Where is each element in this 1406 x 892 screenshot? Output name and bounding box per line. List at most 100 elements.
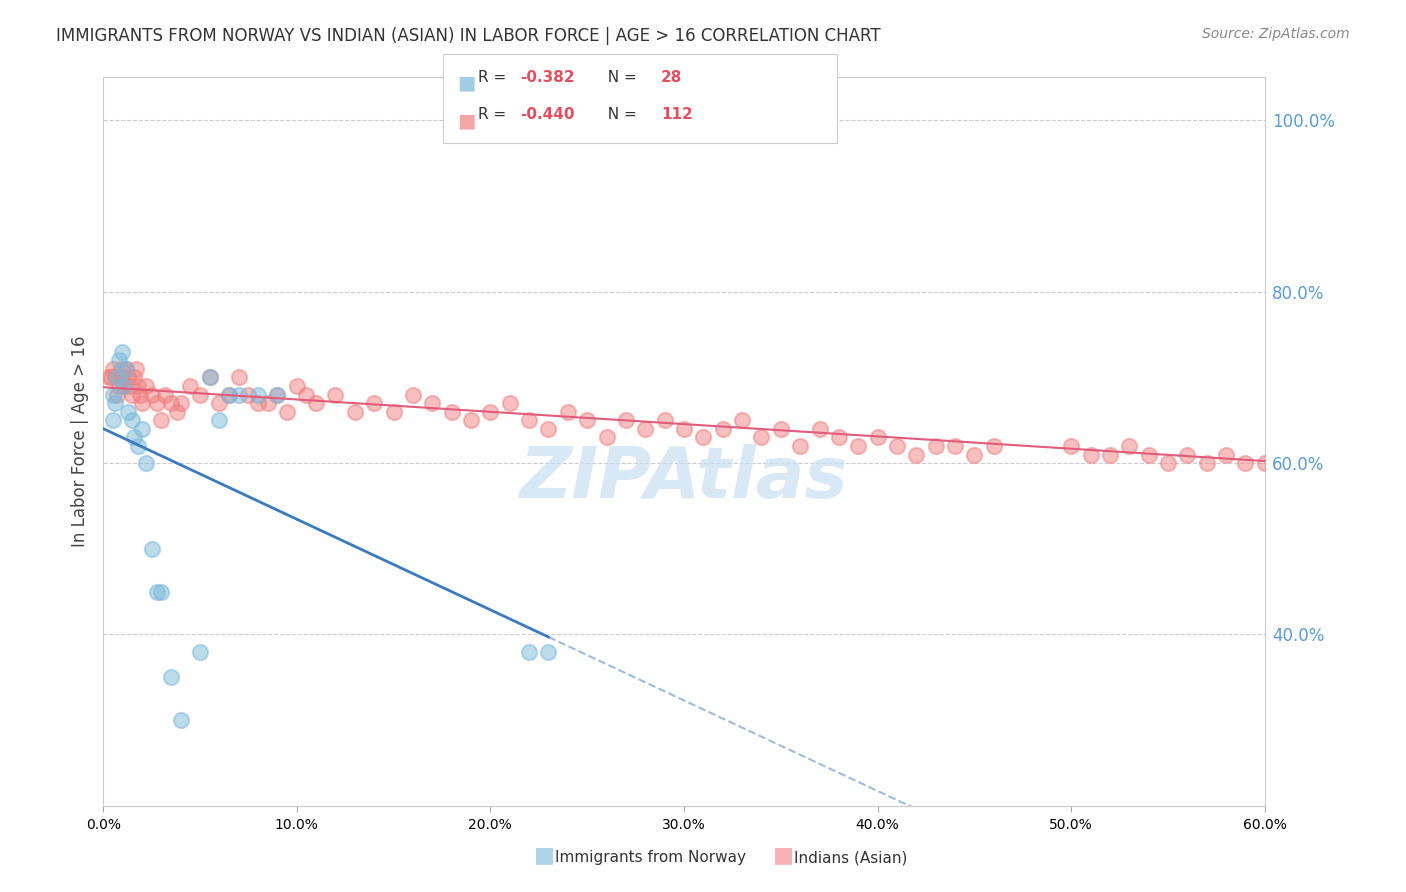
Text: N =: N = xyxy=(598,107,641,122)
Point xyxy=(120,379,142,393)
Point xyxy=(169,713,191,727)
Point xyxy=(228,387,250,401)
Point xyxy=(115,361,138,376)
Point xyxy=(117,370,139,384)
Text: N =: N = xyxy=(598,70,641,85)
Point xyxy=(198,370,221,384)
Point xyxy=(97,370,120,384)
Point xyxy=(1350,465,1372,479)
Point xyxy=(886,439,908,453)
Point xyxy=(266,387,288,401)
Point xyxy=(325,387,347,401)
Point xyxy=(1060,439,1083,453)
Point xyxy=(131,396,153,410)
Point xyxy=(1234,456,1257,470)
Point xyxy=(614,413,637,427)
Text: ■: ■ xyxy=(457,73,475,92)
Point xyxy=(228,370,250,384)
Point xyxy=(125,361,148,376)
Point xyxy=(218,387,240,401)
Point xyxy=(107,379,129,393)
Point xyxy=(100,370,122,384)
Point xyxy=(382,405,405,419)
Point xyxy=(576,413,599,427)
Point xyxy=(104,370,127,384)
Point xyxy=(188,387,211,401)
Text: 28: 28 xyxy=(661,70,682,85)
Point xyxy=(122,370,145,384)
Point xyxy=(1254,456,1277,470)
Text: Source: ZipAtlas.com: Source: ZipAtlas.com xyxy=(1202,27,1350,41)
Point xyxy=(731,413,754,427)
Point xyxy=(101,413,124,427)
Point xyxy=(247,396,270,410)
Point xyxy=(150,413,173,427)
Text: Indians (Asian): Indians (Asian) xyxy=(794,850,908,865)
Point xyxy=(789,439,811,453)
Point xyxy=(420,396,443,410)
Text: 112: 112 xyxy=(661,107,693,122)
Point xyxy=(1157,456,1180,470)
Point xyxy=(1292,456,1315,470)
Point xyxy=(218,387,240,401)
Point xyxy=(1195,456,1218,470)
Text: ■: ■ xyxy=(534,846,555,865)
Point xyxy=(343,405,366,419)
Point xyxy=(1389,465,1406,479)
Point xyxy=(983,439,1005,453)
Point xyxy=(127,379,149,393)
Point xyxy=(517,645,540,659)
Text: -0.440: -0.440 xyxy=(520,107,575,122)
Point xyxy=(169,396,191,410)
Point xyxy=(198,370,221,384)
Point xyxy=(537,645,560,659)
Point xyxy=(1118,439,1140,453)
Point xyxy=(146,396,169,410)
Text: -0.382: -0.382 xyxy=(520,70,575,85)
Point xyxy=(110,361,132,376)
Point xyxy=(266,387,288,401)
Text: ■: ■ xyxy=(773,846,794,865)
Point xyxy=(305,396,328,410)
Point xyxy=(943,439,966,453)
Point xyxy=(166,405,188,419)
Text: ■: ■ xyxy=(457,112,475,130)
Point xyxy=(208,396,231,410)
Point xyxy=(1215,448,1237,462)
Point xyxy=(121,413,143,427)
Point xyxy=(440,405,463,419)
Point xyxy=(905,448,928,462)
Point xyxy=(751,430,773,444)
Point xyxy=(1177,448,1199,462)
Point xyxy=(105,370,128,384)
Point xyxy=(479,405,502,419)
Point xyxy=(963,448,986,462)
Point xyxy=(1369,456,1392,470)
Point xyxy=(135,456,157,470)
Text: R =: R = xyxy=(478,70,512,85)
Text: R =: R = xyxy=(478,107,512,122)
Point xyxy=(363,396,385,410)
Point xyxy=(1137,448,1160,462)
Point xyxy=(295,387,318,401)
Point xyxy=(111,370,134,384)
Point xyxy=(634,422,657,436)
Point xyxy=(121,387,143,401)
Point xyxy=(1312,465,1334,479)
Point xyxy=(122,430,145,444)
Point xyxy=(179,379,201,393)
Point xyxy=(285,379,308,393)
Point xyxy=(115,361,138,376)
Point xyxy=(846,439,869,453)
Point xyxy=(924,439,946,453)
Point xyxy=(107,353,129,368)
Point xyxy=(112,379,135,393)
Point xyxy=(101,387,124,401)
Point xyxy=(402,387,425,401)
Point xyxy=(146,584,169,599)
Point xyxy=(595,430,617,444)
Point xyxy=(654,413,676,427)
Y-axis label: In Labor Force | Age > 16: In Labor Force | Age > 16 xyxy=(72,336,89,548)
Point xyxy=(127,439,149,453)
Point xyxy=(276,405,298,419)
